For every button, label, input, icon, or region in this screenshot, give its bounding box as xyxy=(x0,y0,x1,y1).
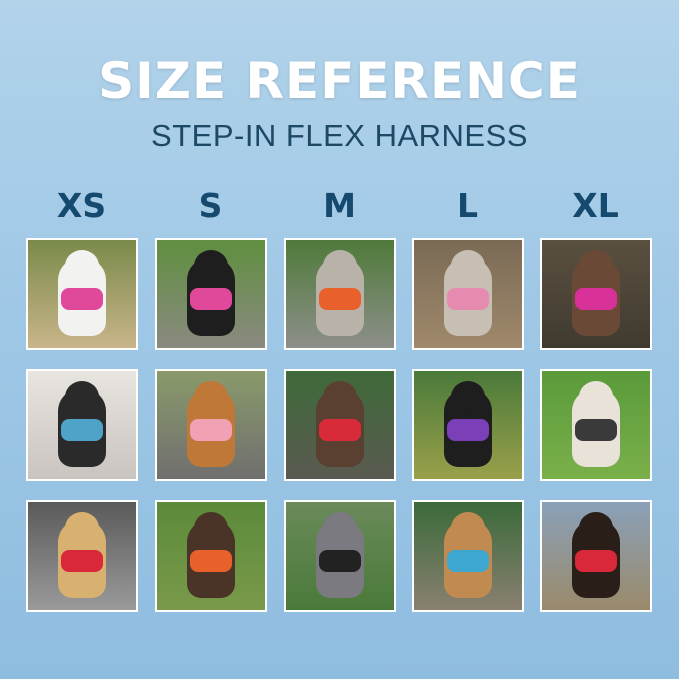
harness xyxy=(61,288,103,310)
dog-photo-l-1 xyxy=(412,238,524,350)
dog-head xyxy=(323,512,357,544)
harness xyxy=(190,550,232,572)
dog-photo-xs-3 xyxy=(26,500,138,612)
dog-photo-m-1 xyxy=(284,238,396,350)
dog-head xyxy=(451,381,485,413)
size-label-xs: XS xyxy=(56,186,107,225)
dog-photo-xs-2 xyxy=(26,369,138,481)
size-label-l: L xyxy=(456,186,479,225)
page-title: SIZE REFERENCE xyxy=(98,52,581,110)
dog-head xyxy=(579,512,613,544)
harness xyxy=(61,419,103,441)
dog-head xyxy=(65,512,99,544)
dog-photo-s-3 xyxy=(155,500,267,612)
dog-photo-l-3 xyxy=(412,500,524,612)
harness xyxy=(575,419,617,441)
dog-photo-m-2 xyxy=(284,369,396,481)
dog-head xyxy=(579,250,613,282)
dog-photo-s-2 xyxy=(155,369,267,481)
dog-head xyxy=(65,250,99,282)
dog-head xyxy=(579,381,613,413)
dog-head xyxy=(451,250,485,282)
harness xyxy=(447,419,489,441)
dog-photo-l-2 xyxy=(412,369,524,481)
dog-photo-xl-3 xyxy=(540,500,652,612)
harness xyxy=(575,288,617,310)
dog-head xyxy=(323,381,357,413)
dog-head xyxy=(194,512,228,544)
harness xyxy=(190,419,232,441)
dog-photo-xl-1 xyxy=(540,238,652,350)
dog-photo-xs-1 xyxy=(26,238,138,350)
dog-head xyxy=(65,381,99,413)
dog-head xyxy=(194,250,228,282)
dog-photo-m-3 xyxy=(284,500,396,612)
harness xyxy=(319,288,361,310)
dog-head xyxy=(451,512,485,544)
dog-photo-s-1 xyxy=(155,238,267,350)
size-label-s: S xyxy=(198,186,223,225)
size-label-xl: XL xyxy=(572,186,619,225)
size-label-m: M xyxy=(323,186,356,225)
dog-head xyxy=(194,381,228,413)
harness xyxy=(319,550,361,572)
page-subtitle: STEP-IN FLEX HARNESS xyxy=(151,118,528,153)
harness xyxy=(447,550,489,572)
harness xyxy=(190,288,232,310)
harness xyxy=(319,419,361,441)
dog-head xyxy=(323,250,357,282)
harness xyxy=(575,550,617,572)
harness xyxy=(447,288,489,310)
harness xyxy=(61,550,103,572)
dog-photo-xl-2 xyxy=(540,369,652,481)
